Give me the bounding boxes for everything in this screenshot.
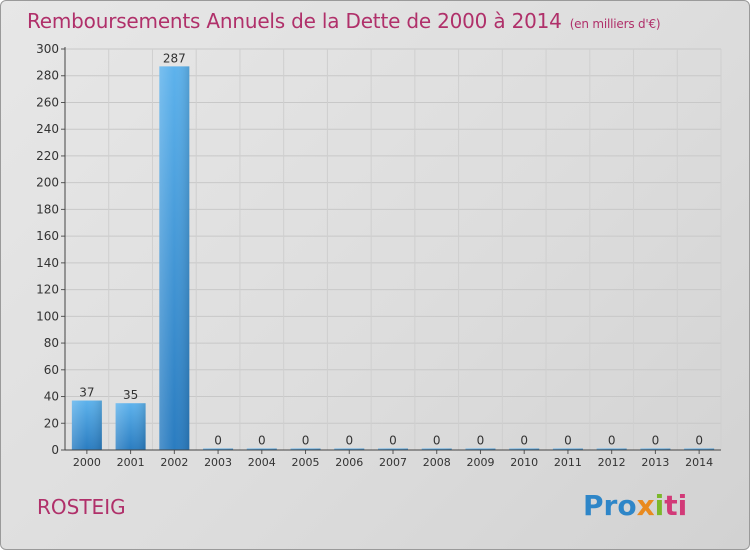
x-tick-label-2010: 2010 [510,456,538,469]
data-label-2014: 0 [695,434,703,448]
y-tick-label-260: 260 [36,95,59,109]
bar-shade-2004 [246,448,277,450]
data-label-2001: 35 [123,388,138,402]
data-label-2012: 0 [608,434,616,448]
data-label-2009: 0 [477,434,485,448]
y-tick-label-120: 120 [36,283,59,297]
x-tick-label-2014: 2014 [685,456,713,469]
chart-title: Remboursements Annuels de la Dette de 20… [27,9,661,33]
axes: 0 20 40 60 80 100 120 140 160 180 200 220 240 260 280 3… [36,42,721,469]
chart-title-text: Remboursements Annuels de la Dette de 20… [27,9,562,33]
bar-series [71,66,715,451]
bar-shade-2014 [684,448,715,450]
y-tick-label-280: 280 [36,69,59,83]
x-tick-label-2004: 2004 [248,456,276,469]
y-tick-label-80: 80 [44,336,59,350]
logo-part-ti: ti [664,489,688,522]
y-tick-label-100: 100 [36,309,59,323]
data-label-2004: 0 [258,434,266,448]
bar-shade-2003 [203,448,234,450]
y-tick-label-140: 140 [36,256,59,270]
data-label-2003: 0 [214,434,222,448]
y-tick-label-160: 160 [36,229,59,243]
x-tick-label-2007: 2007 [379,456,407,469]
y-tick-label-40: 40 [44,390,59,404]
town-name: ROSTEIG [37,495,126,519]
bar-shade-2013 [640,448,671,450]
data-label-2011: 0 [564,434,572,448]
x-tick-label-2013: 2013 [641,456,669,469]
y-tick-label-300: 300 [36,42,59,56]
data-label-2000: 37 [79,386,94,400]
y-tick-label-20: 20 [44,416,59,430]
bar-shade-2012 [596,448,627,450]
y-tick-label-180: 180 [36,202,59,216]
y-tick-label-60: 60 [44,363,59,377]
x-tick-label-2008: 2008 [423,456,451,469]
x-tick-label-2000: 2000 [73,456,101,469]
y-tick-label-240: 240 [36,122,59,136]
y-tick-label-200: 200 [36,176,59,190]
data-label-2010: 0 [520,434,528,448]
y-tick-label-220: 220 [36,149,59,163]
x-tick-label-2005: 2005 [292,456,320,469]
logo-part-x: x [636,489,655,522]
x-tick-label-2006: 2006 [335,456,363,469]
data-label-2013: 0 [652,434,660,448]
bar-shade-2011 [552,448,583,450]
bar-shade-2006 [334,448,365,450]
x-tick-label-2011: 2011 [554,456,582,469]
x-tick-label-2001: 2001 [117,456,145,469]
bar-shade-2000 [71,400,102,450]
x-tick-label-2003: 2003 [204,456,232,469]
x-tick-label-2002: 2002 [160,456,188,469]
logo-part-pro: Pro [583,489,637,522]
bar-shade-2001 [115,403,146,450]
bar-shade-2002 [159,66,190,451]
x-tick-label-2009: 2009 [466,456,494,469]
bar-shade-2010 [509,448,540,450]
data-label-2002: 287 [163,51,186,65]
bar-shade-2009 [465,448,496,450]
bar-shade-2007 [378,448,408,450]
logo-part-i: i [654,489,665,522]
x-tick-label-2012: 2012 [598,456,626,469]
proxiti-logo: Proxiti [583,489,687,522]
data-label-2007: 0 [389,434,397,448]
chart-unit-note: (en milliers d'€) [569,17,661,31]
data-label-2005: 0 [302,434,310,448]
data-labels: 37 35 287 0 0 0 0 0 0 0 0 0 0 0 0 [79,51,703,447]
bar-shade-2008 [421,448,452,450]
data-label-2008: 0 [433,434,441,448]
y-tick-label-0: 0 [51,443,59,457]
data-label-2006: 0 [345,434,353,448]
bar-shade-2005 [290,448,321,450]
